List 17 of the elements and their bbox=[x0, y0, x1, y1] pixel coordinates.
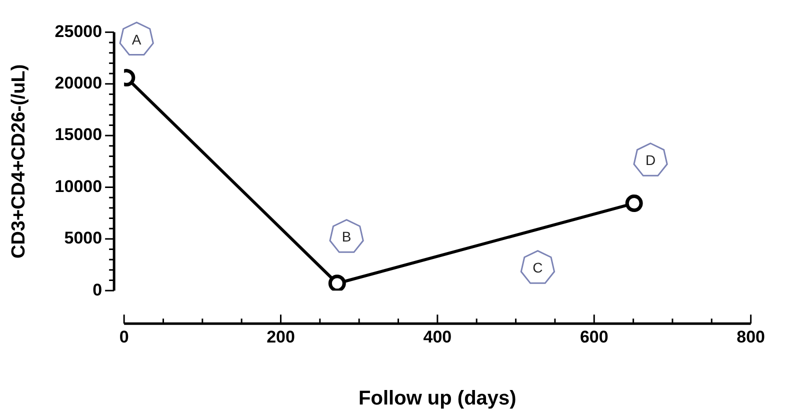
y-tick-label: 10000 bbox=[54, 176, 102, 196]
y-tick-label: 25000 bbox=[54, 22, 102, 41]
y-tick-label: 5000 bbox=[64, 228, 102, 248]
y-tick-label: 0 bbox=[92, 280, 102, 300]
annotation: D bbox=[645, 152, 656, 168]
x-tick-label: 200 bbox=[266, 327, 295, 346]
x-tick-label: 400 bbox=[423, 327, 452, 346]
x-tick-label: 800 bbox=[736, 327, 766, 346]
x-axis-title: Follow up (days) bbox=[358, 388, 516, 410]
y-tick-label: 20000 bbox=[54, 74, 102, 93]
annotation: A bbox=[132, 31, 142, 48]
y-axis-title: CD3+CD4+CD26-(/uL) bbox=[8, 64, 30, 259]
x-tick-label: 0 bbox=[119, 327, 129, 346]
annotation: C bbox=[532, 260, 543, 276]
annotation: B bbox=[342, 228, 352, 245]
y-tick-label: 15000 bbox=[54, 125, 102, 144]
x-tick-label: 600 bbox=[580, 327, 608, 346]
